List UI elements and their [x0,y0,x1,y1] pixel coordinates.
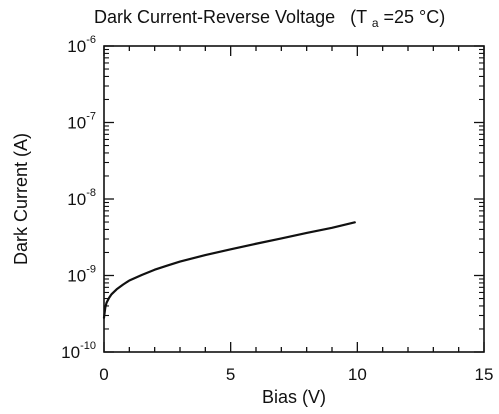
chart-condition-subscript: a [372,16,379,30]
y-tick-label: 10-7 [67,111,96,133]
x-tick-label: 10 [348,365,367,384]
chart-title: Dark Current-Reverse Voltage (T a =25 °C… [94,7,445,31]
chart-condition-value: =25 °C) [384,7,446,27]
plot-area [102,45,485,353]
chart-condition-prefix: (T [350,7,367,27]
y-tick-label: 10-6 [67,34,96,56]
x-tick-label: 5 [226,365,235,384]
y-tick-label: 10-9 [67,264,96,286]
x-tick-label: 15 [475,365,494,384]
x-tick-label: 0 [99,365,108,384]
series-line-0 [102,221,356,319]
y-axis-title: Dark Current (A) [11,133,31,265]
x-axis-title: Bias (V) [262,387,326,407]
y-tick-label: 10-8 [67,187,96,209]
plot-frame [103,45,485,353]
x-axis: 0 5 10 15 [99,46,493,384]
y-axis: 10-10 10-9 10-8 10-7 10-6 [61,34,484,362]
y-tick-label: 10-10 [61,340,96,362]
chart-title-main: Dark Current-Reverse Voltage [94,7,335,27]
